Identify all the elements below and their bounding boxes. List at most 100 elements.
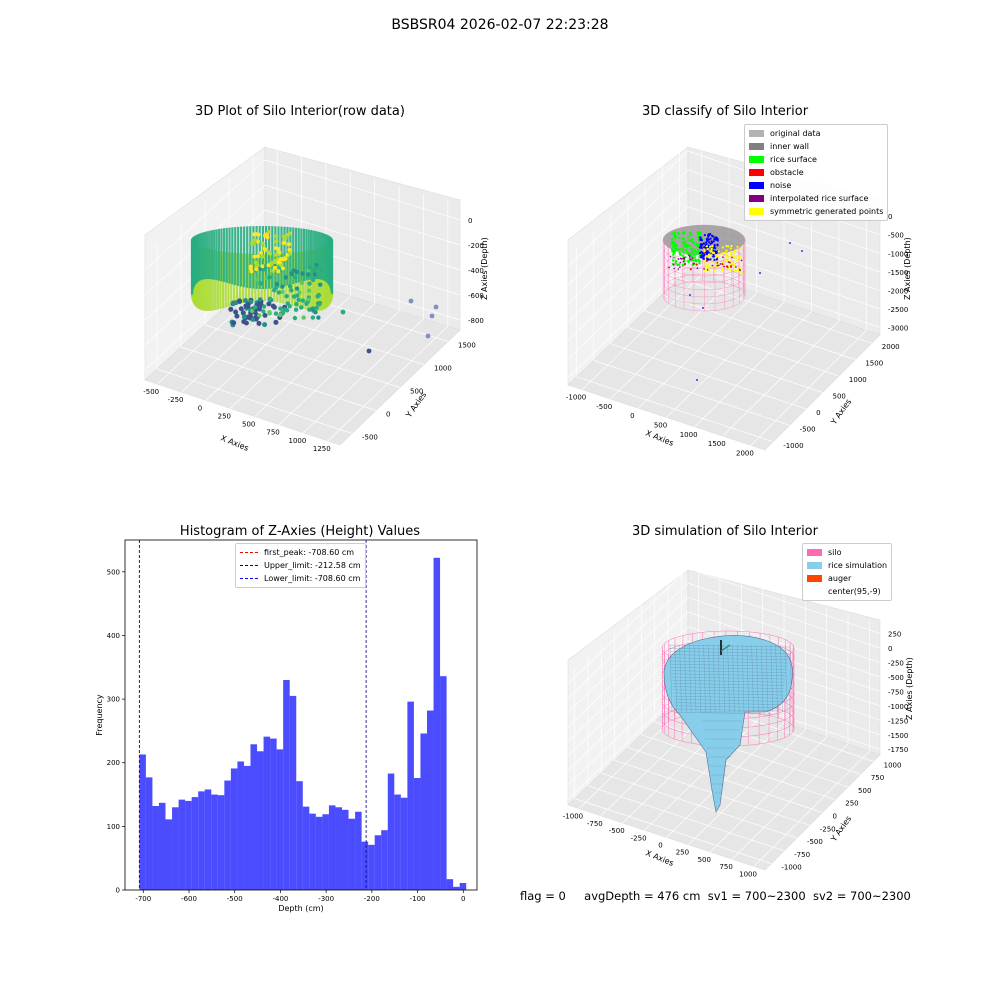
panel3-xtick: -500 (227, 895, 243, 903)
histogram-bar (198, 791, 205, 890)
panel2-xtick: -1000 (566, 394, 586, 402)
rice-surface-point (682, 244, 686, 248)
rice-surface-point (676, 248, 679, 252)
sv1-text: sv1 = 700~2300 (707, 889, 806, 903)
rice-surface-point (670, 242, 674, 245)
raw-point (310, 307, 315, 312)
panel4-ztick: -500 (888, 674, 904, 682)
raw-point (243, 320, 249, 326)
interpolated-point (731, 256, 733, 259)
raw-point (230, 301, 236, 307)
raw-point (270, 303, 276, 309)
histogram-bar (374, 835, 382, 890)
rice-surface-point (697, 232, 700, 235)
noise-point (709, 237, 712, 240)
raw-point (261, 304, 267, 309)
symmetric-point (730, 261, 733, 264)
legend-swatch (807, 588, 822, 595)
raw-point (228, 306, 234, 312)
panel3-ytick: 0 (116, 887, 120, 895)
histogram-bar (250, 744, 258, 890)
panel4-zlabel: Z Axies (Depth) (905, 657, 914, 720)
raw-point (266, 230, 271, 235)
histogram-bar (361, 841, 369, 890)
symmetric-point (703, 248, 706, 251)
symmetric-point (712, 261, 715, 265)
histogram-bar (158, 802, 166, 890)
panel2-ytick: 1000 (849, 376, 867, 384)
symmetric-point (738, 260, 741, 263)
panel2-xtick: 500 (654, 422, 667, 430)
raw-point (312, 272, 318, 277)
raw-point (240, 310, 246, 316)
rice-surface-point (673, 234, 676, 237)
histogram-bar (191, 797, 199, 890)
raw-outlier-point (340, 309, 346, 315)
histogram-bar (426, 710, 434, 890)
panel2-legend-item: noise (749, 179, 883, 192)
raw-point (278, 257, 283, 262)
noise-point (703, 246, 706, 249)
panel2-ylabel: Y Axies (829, 397, 854, 427)
histogram-bar (381, 830, 388, 890)
rice-surface-point (671, 238, 674, 241)
interpolated-point (688, 257, 691, 259)
panel3-xlabel: Depth (cm) (278, 904, 323, 913)
raw-point (237, 298, 243, 304)
legend-label: Lower_limit: -708.60 cm (264, 574, 361, 583)
panel3-ytick: 400 (107, 632, 120, 640)
panel2-legend-item: interpolated rice surface (749, 192, 883, 205)
raw-point (265, 235, 270, 240)
histogram-bar (276, 749, 284, 890)
panel3-frame (124, 539, 478, 891)
raw-point (277, 312, 283, 318)
panel2-ytick: 500 (833, 393, 846, 401)
interpolated-point (696, 267, 699, 270)
figure-title: BSBSR04 2026-02-07 22:23:28 (391, 17, 609, 33)
raw-outlier-point (429, 313, 435, 319)
histogram-bar (296, 781, 303, 890)
raw-point (251, 232, 256, 237)
histogram-bar (387, 773, 395, 890)
panel3-ytick: 500 (107, 568, 120, 576)
raw-point (294, 269, 299, 275)
histogram-bar (335, 807, 343, 890)
raw-point (242, 298, 248, 304)
raw-point (307, 281, 312, 286)
rice-surface-point (676, 263, 679, 267)
raw-point (297, 290, 302, 295)
symmetric-point (706, 263, 710, 266)
panel3-xtick: -400 (272, 895, 288, 903)
histogram-bar (355, 811, 362, 890)
rice-surface-point (674, 236, 677, 240)
symmetric-point (704, 265, 708, 268)
histogram-bar (328, 805, 336, 890)
legend-label: Upper_limit: -212.58 cm (264, 561, 361, 570)
obstacle-point (692, 262, 695, 265)
obstacle-point (689, 268, 692, 271)
interpolated-point (719, 263, 722, 265)
raw-point (256, 232, 261, 237)
panel1-xtick: 1000 (289, 437, 307, 445)
symmetric-point (711, 245, 714, 248)
raw-point (255, 239, 260, 244)
noise-point (713, 237, 716, 241)
panel1-ztick: 0 (468, 217, 472, 225)
histogram-bar (230, 768, 238, 890)
footer-stats: flag = 0 avgDepth = 476 cm sv1 = 700~230… (520, 889, 911, 903)
noise-point (702, 242, 706, 245)
panel4-legend-item: center(95,-9) (807, 585, 887, 598)
panel3-xtick: 0 (461, 895, 465, 903)
panel2-xtick: 0 (630, 412, 634, 420)
raw-point (283, 256, 288, 261)
raw-point (276, 290, 282, 295)
panel1-ztick: -400 (468, 267, 484, 275)
panel1-xtick: 500 (242, 421, 255, 429)
symmetric-point (733, 249, 736, 252)
panel2-legend-item: original data (749, 127, 883, 140)
raw-point (306, 288, 312, 293)
raw-point (259, 250, 264, 255)
rice-surface-point (687, 260, 690, 263)
noise-point (700, 254, 703, 257)
panel1-xtick: 1250 (313, 445, 331, 453)
